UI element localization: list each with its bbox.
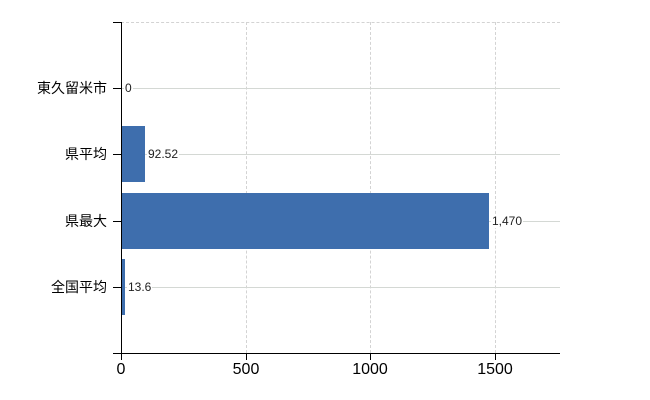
bar [122, 193, 489, 249]
y-axis-tick [113, 88, 121, 89]
x-axis-tick [246, 354, 247, 360]
bar [122, 259, 125, 315]
gridline-horizontal [121, 287, 560, 288]
gridline-vertical [495, 22, 497, 353]
y-axis-tick [113, 221, 121, 222]
gridline-vertical [370, 22, 372, 353]
y-axis-tick [113, 287, 121, 288]
value-label: 92.52 [147, 147, 180, 161]
category-label: 県平均 [65, 146, 107, 162]
category-label: 県最大 [65, 213, 107, 229]
x-axis-label: 1000 [352, 361, 388, 378]
plot-area [121, 22, 560, 354]
gridline-horizontal [121, 154, 560, 155]
bar [122, 126, 145, 182]
x-axis-tick [495, 354, 496, 360]
value-label: 0 [124, 81, 133, 95]
x-axis-label: 500 [232, 361, 260, 378]
value-label: 1,470 [491, 214, 524, 228]
y-axis-tick [113, 353, 121, 354]
x-axis-tick [121, 354, 122, 360]
gridline-horizontal [121, 88, 560, 89]
category-label: 東久留米市 [37, 80, 107, 96]
y-axis [121, 22, 122, 354]
value-label: 13.6 [127, 280, 153, 294]
x-axis [121, 353, 560, 354]
category-label: 全国平均 [51, 279, 107, 295]
x-axis-label: 0 [116, 361, 126, 378]
gridline-vertical [245, 22, 247, 353]
y-axis-tick [113, 154, 121, 155]
x-axis-tick [370, 354, 371, 360]
x-axis-label: 1500 [477, 361, 513, 378]
y-axis-tick [113, 22, 121, 23]
